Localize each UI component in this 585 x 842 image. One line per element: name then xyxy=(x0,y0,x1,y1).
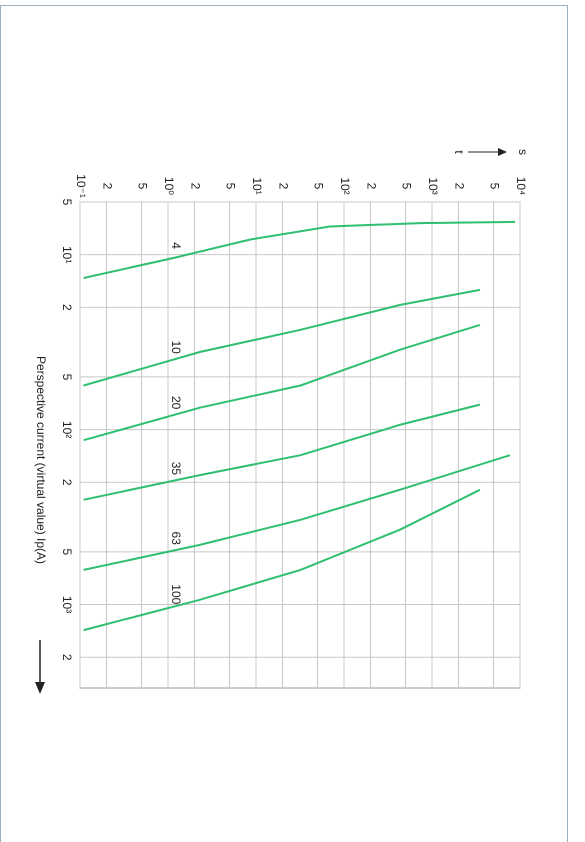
y-tick-label: 2 xyxy=(188,183,202,190)
x-axis-arrowhead xyxy=(35,682,45,694)
x-tick-label: 2 xyxy=(60,304,74,311)
y-tick-label: 2 xyxy=(364,183,378,190)
y-tick-label: 2 xyxy=(452,183,466,190)
curve-label: 10 xyxy=(169,340,183,354)
x-tick-label: 5 xyxy=(60,374,74,381)
y-tick-label: 5 xyxy=(311,183,325,190)
x-tick-label: 10¹ xyxy=(60,246,74,263)
y-tick-label: 5 xyxy=(487,183,501,190)
y-tick-label: 10² xyxy=(338,177,352,194)
y-tick-label: 10³ xyxy=(426,177,440,194)
y-tick-label: 10⁰ xyxy=(162,177,176,195)
curve-label: 35 xyxy=(169,462,183,476)
curve xyxy=(83,454,511,571)
x-tick-label: 5 xyxy=(60,199,74,206)
curve-label: 20 xyxy=(169,396,183,410)
x-tick-label: 5 xyxy=(60,549,74,556)
frame xyxy=(0,5,568,842)
y-tick-label: 5 xyxy=(223,183,237,190)
y-axis-unit: s xyxy=(516,149,530,155)
x-tick-label: 2 xyxy=(60,654,74,661)
x-tick-label: 10² xyxy=(60,421,74,438)
curve-label: 4 xyxy=(169,242,183,249)
y-tick-label: 10⁴ xyxy=(514,177,528,196)
x-tick-label: 10³ xyxy=(60,596,74,613)
y-tick-label: 5 xyxy=(135,183,149,190)
curve xyxy=(83,488,481,632)
y-tick-label: 10¹ xyxy=(250,177,264,194)
y-axis-arrowhead xyxy=(498,148,507,156)
curve-label: 100 xyxy=(169,584,183,604)
curve xyxy=(83,403,481,501)
y-axis-title: t xyxy=(452,150,466,154)
curve xyxy=(83,288,481,387)
curve xyxy=(83,323,481,442)
curve-label: 63 xyxy=(169,532,183,546)
y-tick-label: 2 xyxy=(100,183,114,190)
y-tick-label: 5 xyxy=(399,183,413,190)
y-tick-label: 2 xyxy=(276,183,290,190)
x-tick-label: 2 xyxy=(60,479,74,486)
x-axis-title: Perspective current (virtual value) Ip(A… xyxy=(34,356,48,564)
y-tick-label: 10⁻¹ xyxy=(74,174,88,198)
curve xyxy=(83,220,516,279)
